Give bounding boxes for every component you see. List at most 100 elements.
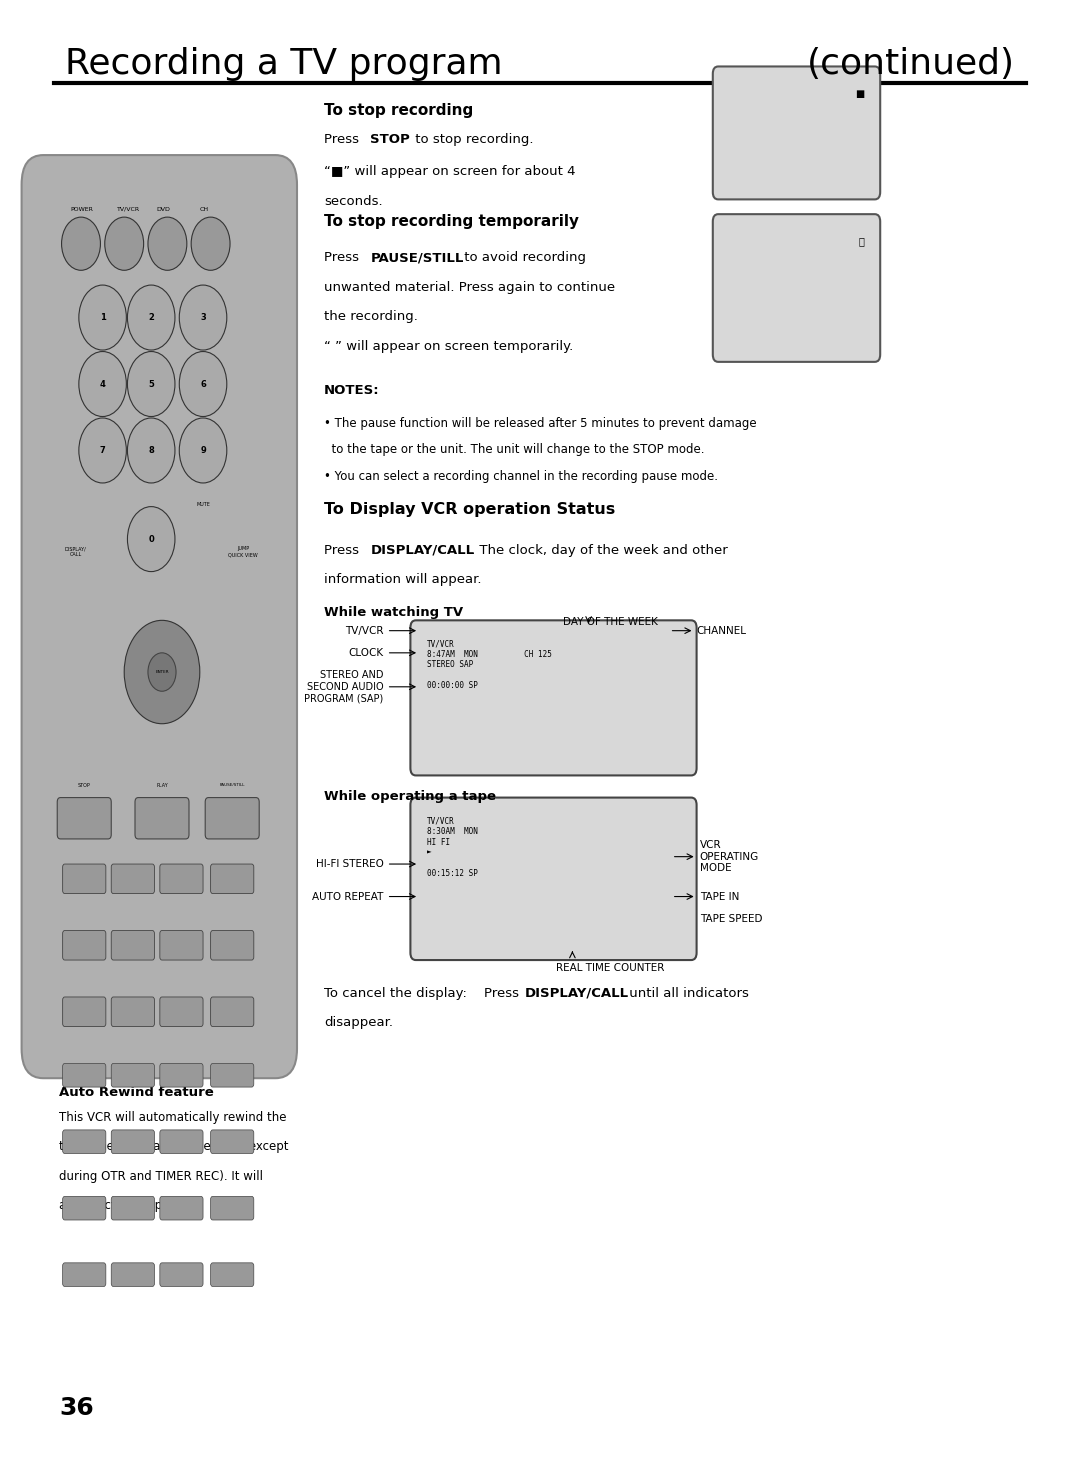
FancyBboxPatch shape	[160, 1130, 203, 1154]
FancyBboxPatch shape	[63, 931, 106, 960]
Text: STEREO AND
SECOND AUDIO
PROGRAM (SAP): STEREO AND SECOND AUDIO PROGRAM (SAP)	[305, 671, 383, 703]
Circle shape	[124, 620, 200, 724]
FancyBboxPatch shape	[111, 1063, 154, 1087]
FancyBboxPatch shape	[211, 1130, 254, 1154]
Circle shape	[62, 217, 100, 270]
Circle shape	[179, 285, 227, 350]
Text: 9: 9	[200, 446, 206, 455]
Text: TAPE IN: TAPE IN	[700, 892, 739, 901]
Text: To Display VCR operation Status: To Display VCR operation Status	[324, 502, 616, 517]
Circle shape	[148, 653, 176, 691]
Text: ENTER: ENTER	[156, 671, 168, 674]
Text: REAL TIME COUNTER: REAL TIME COUNTER	[556, 963, 664, 973]
FancyBboxPatch shape	[713, 66, 880, 199]
Text: DVD: DVD	[157, 207, 171, 211]
Text: Press: Press	[324, 251, 363, 264]
FancyBboxPatch shape	[211, 1263, 254, 1286]
Text: PAUSE/STILL: PAUSE/STILL	[370, 251, 463, 264]
FancyBboxPatch shape	[57, 798, 111, 839]
Text: TV/VCR
8:47AM  MON          CH 125
STEREO SAP

00:00:00 SP: TV/VCR 8:47AM MON CH 125 STEREO SAP 00:0…	[427, 640, 552, 690]
Text: • The pause function will be released after 5 minutes to prevent damage: • The pause function will be released af…	[324, 417, 757, 430]
Text: “ ” will appear on screen temporarily.: “ ” will appear on screen temporarily.	[324, 340, 573, 353]
FancyBboxPatch shape	[63, 1063, 106, 1087]
Circle shape	[127, 352, 175, 417]
Text: . The clock, day of the week and other: . The clock, day of the week and other	[471, 544, 728, 557]
Text: 3: 3	[200, 313, 206, 322]
Text: TV/VCR: TV/VCR	[345, 626, 383, 635]
FancyBboxPatch shape	[160, 997, 203, 1027]
Text: STOP: STOP	[78, 783, 91, 787]
Circle shape	[127, 285, 175, 350]
FancyBboxPatch shape	[211, 1063, 254, 1087]
Circle shape	[79, 418, 126, 483]
Text: VCR
OPERATING
MODE: VCR OPERATING MODE	[700, 840, 759, 873]
Circle shape	[148, 217, 187, 270]
Circle shape	[79, 352, 126, 417]
Text: 0: 0	[148, 535, 154, 544]
Text: 8: 8	[148, 446, 154, 455]
FancyBboxPatch shape	[111, 1130, 154, 1154]
Text: 7: 7	[99, 446, 106, 455]
FancyBboxPatch shape	[111, 864, 154, 894]
Circle shape	[79, 285, 126, 350]
Text: ■: ■	[854, 89, 864, 99]
Text: Press: Press	[484, 987, 523, 1000]
Text: This VCR will automatically rewind the: This VCR will automatically rewind the	[59, 1111, 287, 1124]
Text: 36: 36	[59, 1396, 94, 1419]
Text: DAY OF THE WEEK: DAY OF THE WEEK	[563, 617, 658, 628]
Text: DISPLAY/CALL: DISPLAY/CALL	[525, 987, 629, 1000]
FancyBboxPatch shape	[410, 620, 697, 775]
Circle shape	[105, 217, 144, 270]
Text: 2: 2	[148, 313, 154, 322]
Text: to the tape or the unit. The unit will change to the STOP mode.: to the tape or the unit. The unit will c…	[324, 443, 704, 456]
Text: DISPLAY/
CALL: DISPLAY/ CALL	[65, 546, 86, 557]
FancyBboxPatch shape	[410, 798, 697, 960]
Text: disappear.: disappear.	[324, 1016, 393, 1029]
FancyBboxPatch shape	[211, 931, 254, 960]
FancyBboxPatch shape	[205, 798, 259, 839]
Text: NOTES:: NOTES:	[324, 384, 380, 397]
Text: DISPLAY/CALL: DISPLAY/CALL	[370, 544, 474, 557]
FancyBboxPatch shape	[111, 1196, 154, 1220]
FancyBboxPatch shape	[160, 1063, 203, 1087]
Text: JUMP
QUICK VIEW: JUMP QUICK VIEW	[228, 546, 258, 557]
Text: AUTO REPEAT: AUTO REPEAT	[312, 892, 383, 901]
Text: during OTR and TIMER REC). It will: during OTR and TIMER REC). It will	[59, 1170, 264, 1183]
Text: unwanted material. Press again to continue: unwanted material. Press again to contin…	[324, 281, 616, 294]
FancyBboxPatch shape	[160, 1263, 203, 1286]
Text: Press: Press	[324, 133, 363, 146]
Text: to stop recording.: to stop recording.	[411, 133, 534, 146]
Text: the recording.: the recording.	[324, 310, 418, 323]
Circle shape	[191, 217, 230, 270]
Circle shape	[127, 418, 175, 483]
Text: until all indicators: until all indicators	[625, 987, 750, 1000]
FancyBboxPatch shape	[135, 798, 189, 839]
FancyBboxPatch shape	[111, 931, 154, 960]
Text: CLOCK: CLOCK	[348, 648, 383, 657]
FancyBboxPatch shape	[63, 1263, 106, 1286]
Text: TV/VCR: TV/VCR	[117, 207, 139, 211]
Text: tape when the tape has ended (except: tape when the tape has ended (except	[59, 1140, 289, 1154]
FancyBboxPatch shape	[713, 214, 880, 362]
Text: seconds.: seconds.	[324, 195, 382, 208]
FancyBboxPatch shape	[160, 931, 203, 960]
Text: MUTE: MUTE	[197, 502, 210, 507]
FancyBboxPatch shape	[160, 1196, 203, 1220]
Text: 1: 1	[99, 313, 106, 322]
Text: HI-FI STEREO: HI-FI STEREO	[315, 860, 383, 868]
FancyBboxPatch shape	[211, 864, 254, 894]
Text: While watching TV: While watching TV	[324, 606, 463, 619]
Text: PLAY: PLAY	[157, 783, 167, 787]
Text: “■” will appear on screen for about 4: “■” will appear on screen for about 4	[324, 165, 576, 179]
FancyBboxPatch shape	[211, 997, 254, 1027]
Text: While operating a tape: While operating a tape	[324, 790, 496, 803]
FancyBboxPatch shape	[111, 1263, 154, 1286]
Text: 5: 5	[148, 380, 154, 388]
Circle shape	[179, 352, 227, 417]
Text: information will appear.: information will appear.	[324, 573, 482, 586]
Circle shape	[127, 507, 175, 572]
Circle shape	[179, 418, 227, 483]
Text: TV/VCR
8:30AM  MON
HI FI
►

00:15:12 SP: TV/VCR 8:30AM MON HI FI ► 00:15:12 SP	[427, 817, 477, 877]
FancyBboxPatch shape	[211, 1196, 254, 1220]
Text: STOP: STOP	[370, 133, 410, 146]
